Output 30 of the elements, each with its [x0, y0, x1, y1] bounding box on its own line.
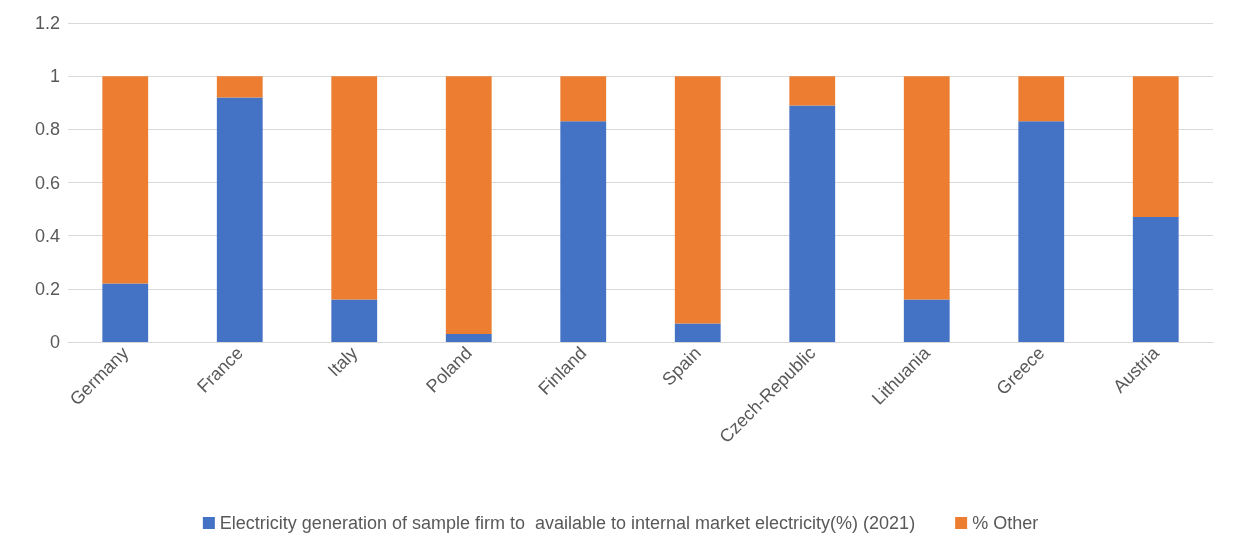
y-tick-label: 0.8: [34, 119, 60, 140]
bar: [1018, 121, 1065, 342]
bar: [674, 76, 721, 324]
bar: [1132, 76, 1179, 218]
bar: [331, 299, 378, 342]
y-tick-label: 1.2: [34, 13, 60, 33]
bar: [331, 76, 378, 300]
bar: [102, 76, 149, 284]
bar: [560, 76, 607, 122]
bar: [903, 299, 950, 342]
y-tick-label: 0: [49, 332, 60, 352]
bar: [1018, 76, 1065, 122]
bar: [445, 76, 492, 335]
bar: [560, 121, 607, 342]
bar: [1132, 217, 1179, 342]
y-tick-label: 0.6: [34, 172, 60, 193]
bar: [903, 76, 950, 300]
bar: [789, 105, 836, 342]
x-tick-label: Italy: [323, 342, 362, 381]
bar: [102, 283, 149, 342]
bar: [789, 76, 836, 106]
bar: [445, 334, 492, 342]
bar: [674, 323, 721, 342]
legend-label: Electricity generation of sample firm to available to internal market electricity(%) (2021): [219, 513, 916, 533]
legend-label: % Other: [972, 513, 1039, 533]
y-tick-label: 0.4: [34, 225, 60, 246]
y-tick-label: 0.2: [34, 278, 60, 299]
bar: [216, 76, 263, 98]
y-tick-label: 1: [49, 66, 60, 87]
bar: [216, 97, 263, 342]
